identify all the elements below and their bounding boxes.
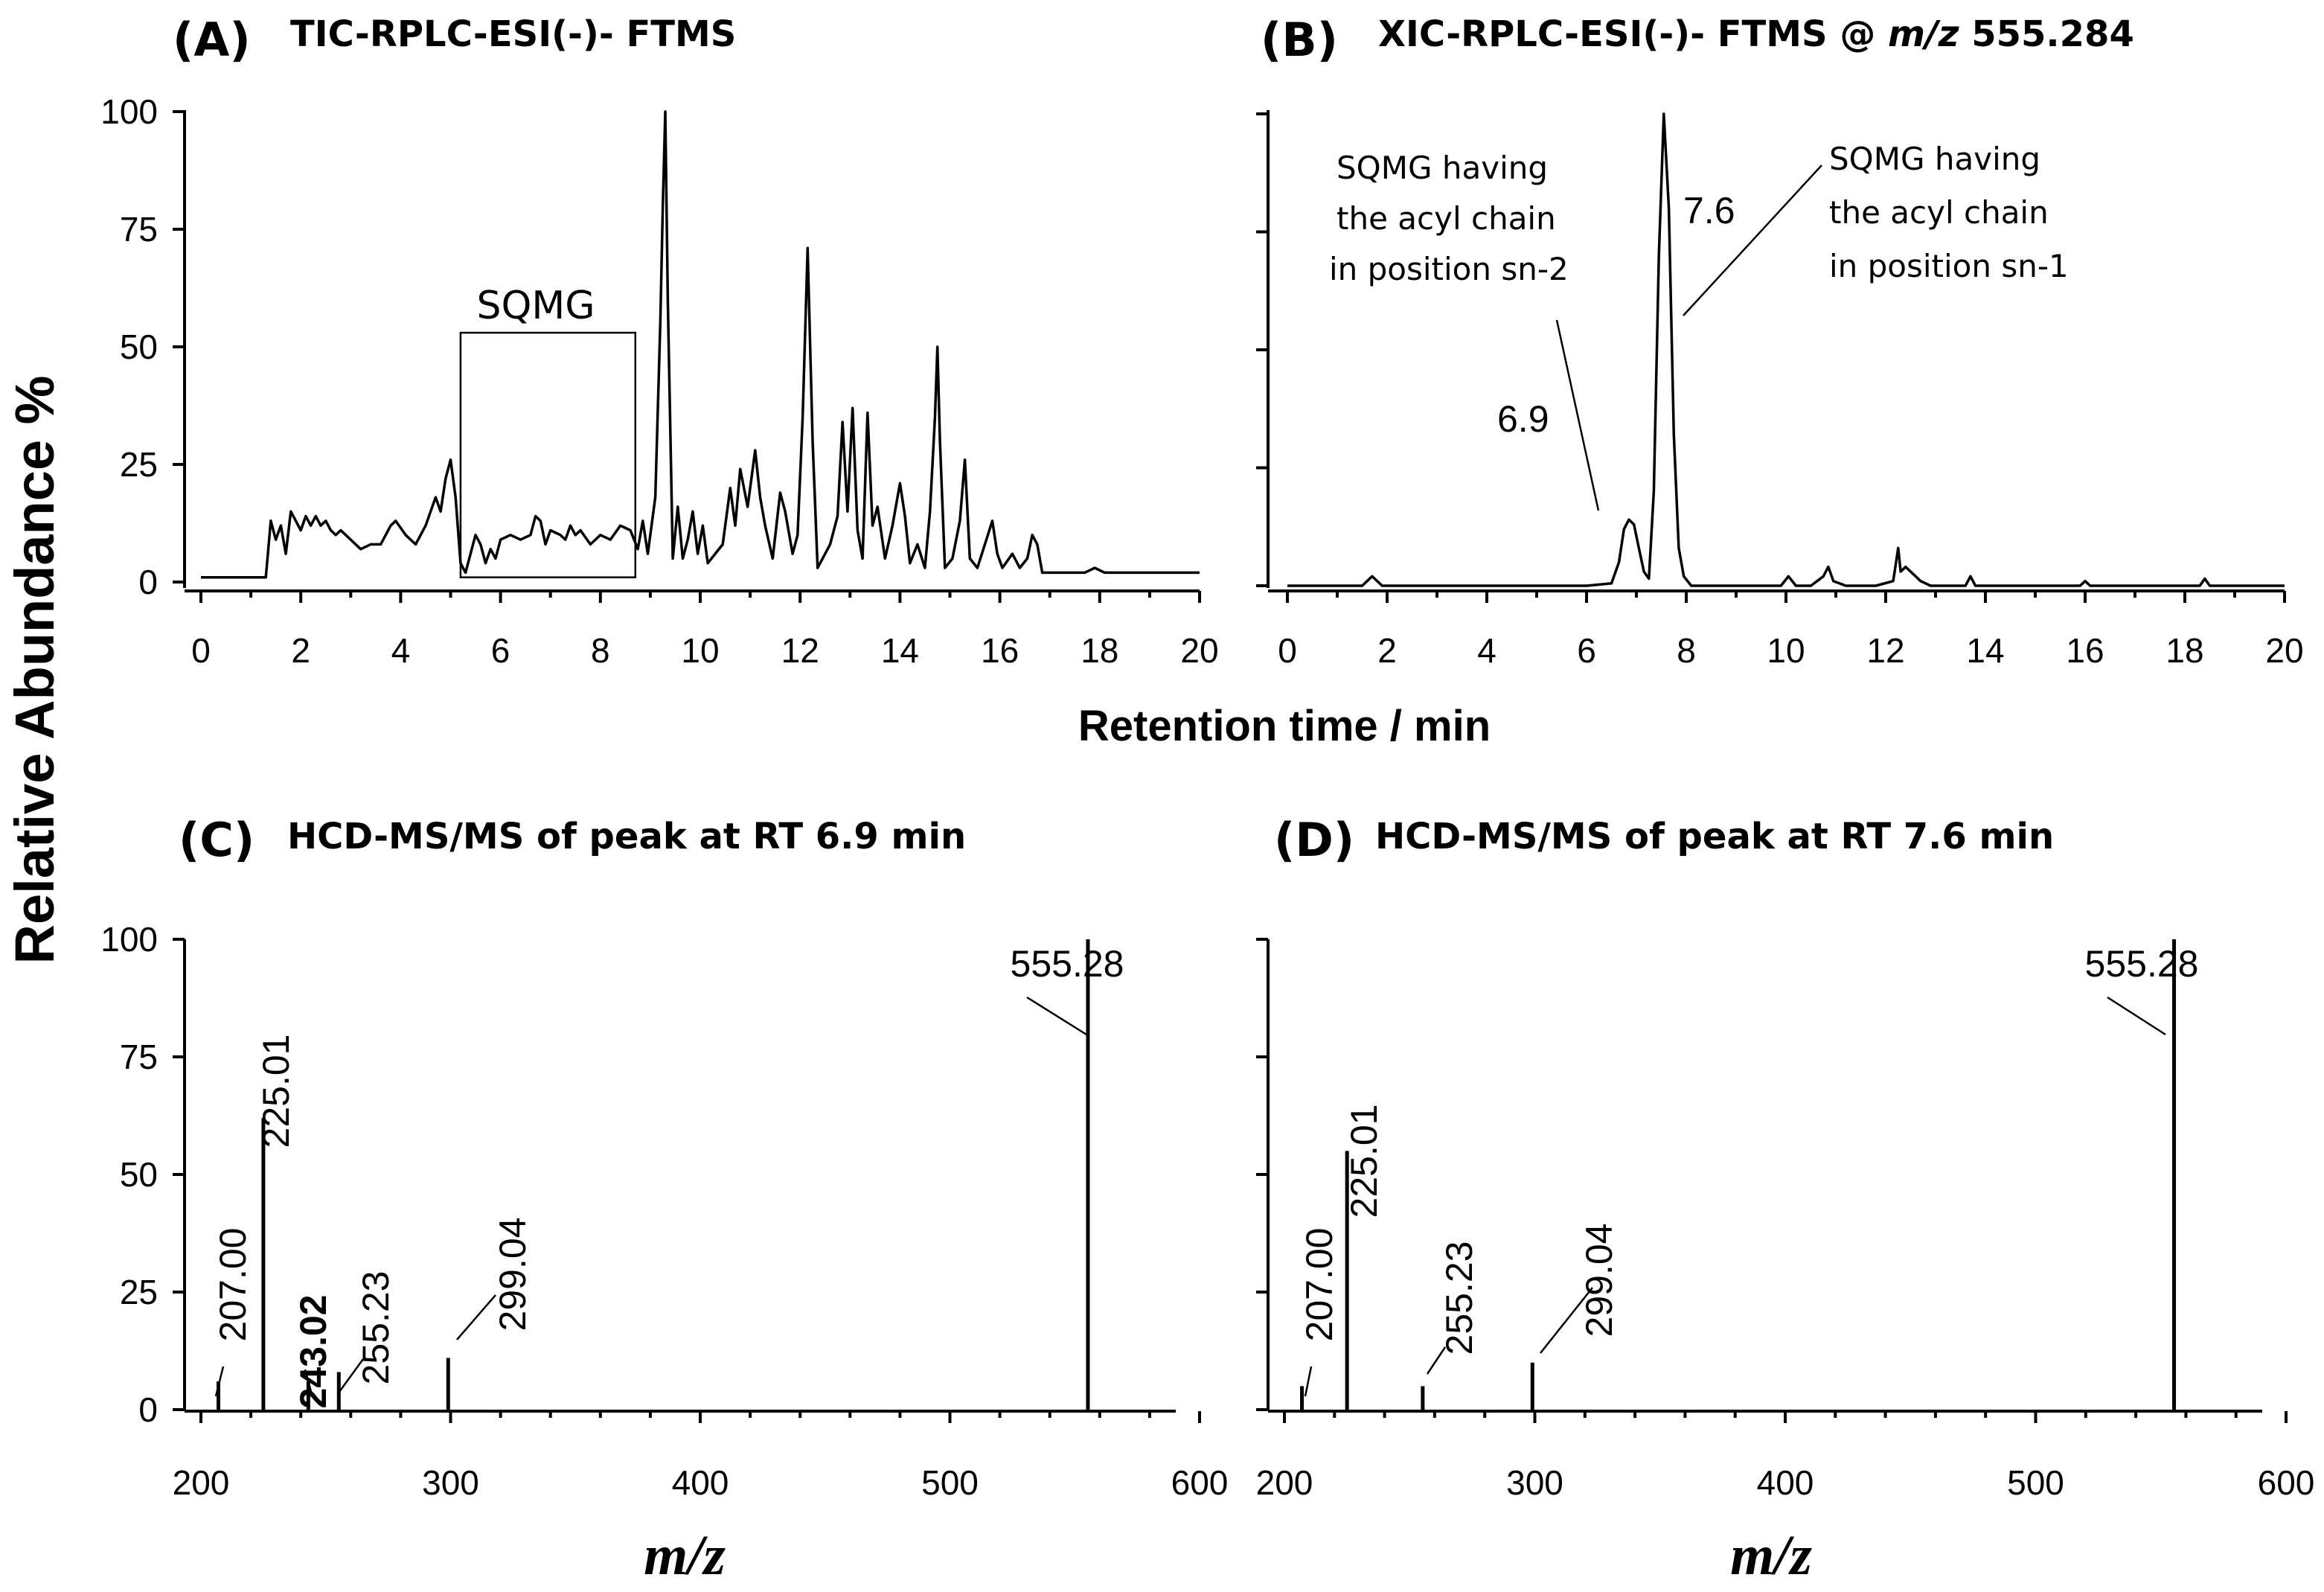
peak-label-255-23: 255.23 [355, 1271, 397, 1385]
panel-a-y-tick-label: 0 [138, 563, 158, 601]
panel-b-letter: (B) [1261, 13, 1338, 67]
panel-a-x-tick-label: 6 [491, 631, 510, 670]
x-axis-label-mz-left: m/z [644, 1524, 726, 1587]
panel-a-x-tick-label: 8 [591, 631, 610, 670]
panel-b: (B) XIC-RPLC-ESI(-)- FTMS @ m/z 555.284 … [1256, 13, 2304, 670]
panel-d-x-tick-label: 200 [1256, 1463, 1313, 1502]
peak-label-207-00: 207.00 [212, 1228, 254, 1342]
peak-label-555-28: 555.28 [2085, 943, 2199, 985]
panel-d-x-tick-label: 500 [2007, 1463, 2064, 1502]
annotation-sn2-line1: SQMG having [1337, 150, 1548, 186]
x-axis-label-retention: Retention time / min [1078, 702, 1491, 750]
panel-c: (C) HCD-MS/MS of peak at RT 6.9 min 0255… [100, 813, 1228, 1502]
panel-a-x-tick-label: 4 [391, 631, 411, 670]
y-axis-label: Relative Abundance % [4, 376, 65, 965]
annotation-sn2-line3: in position sn-2 [1329, 251, 1569, 287]
panel-a-x-tick-label: 0 [191, 631, 211, 670]
panel-b-x-tick-label: 14 [1966, 631, 2004, 670]
panel-b-title-text: XIC-RPLC-ESI(-)- FTMS @ [1378, 13, 1888, 55]
panel-d-x-tick-label: 400 [1757, 1463, 1814, 1502]
annotation-sn1-line2: the acyl chain [1829, 194, 2049, 231]
panel-b-x-tick-label: 8 [1677, 631, 1696, 670]
annotation-sn2-line2: the acyl chain [1337, 200, 1556, 237]
panel-b-title-value: 555.284 [1959, 13, 2134, 55]
peak-label-207-00: 207.00 [1299, 1228, 1340, 1342]
panel-a-x-tick-label: 2 [291, 631, 310, 670]
leader-line-207-00 [1304, 1366, 1313, 1397]
panel-c-y-tick-label: 75 [120, 1038, 158, 1076]
panel-b-x-tick-label: 18 [2165, 631, 2203, 670]
panel-c-x-tick-label: 200 [173, 1463, 230, 1502]
peak-label-299-04: 299.04 [1578, 1224, 1620, 1337]
annotation-sn1-line3: in position sn-1 [1829, 248, 2069, 284]
panel-b-title-mz: m/z [1888, 13, 1960, 55]
panel-c-x-tick-label: 300 [422, 1463, 479, 1502]
panel-c-x-tick-label: 400 [672, 1463, 729, 1502]
panel-b-x-tick-label: 16 [2066, 631, 2104, 670]
panel-d-x-tick-label: 300 [1506, 1463, 1563, 1502]
peak-label-225-01: 225.01 [1343, 1105, 1385, 1218]
panel-a-y-tick-label: 25 [120, 445, 158, 484]
panel-a-x-tick-label: 20 [1180, 631, 1218, 670]
panel-b-x-tick-label: 6 [1577, 631, 1596, 670]
panel-d-letter: (D) [1274, 813, 1354, 867]
peak-label-299-04: 299.04 [492, 1218, 534, 1332]
panel-a-x-tick-label: 10 [681, 631, 719, 670]
leader-line-207-00 [214, 1366, 225, 1397]
leader-line-299-04 [1540, 1287, 1593, 1354]
leader-line-255-23 [338, 1358, 365, 1393]
annotation-sn2: SQMG having the acyl chain in position s… [1329, 150, 1600, 511]
panel-d-x-tick-label: 600 [2258, 1463, 2315, 1502]
panel-a-trace [201, 110, 1200, 579]
annotation-sn1: SQMG having the acyl chain in position s… [1683, 141, 2069, 316]
peak-label-225-01: 225.01 [255, 1035, 297, 1148]
panel-c-letter: (C) [179, 813, 255, 867]
leader-line-555-28 [1026, 996, 1087, 1036]
panel-a: (A) TIC-RPLC-ESI(-)- FTMS SQMG 0 25 50 75 10… [100, 13, 1218, 670]
leader-line-555-28 [2107, 996, 2166, 1036]
leader-line-sn2 [1555, 319, 1600, 511]
peak-label-6-9: 6.9 [1497, 398, 1549, 440]
leader-line-sn1 [1683, 164, 1822, 316]
panel-a-x-tick-label: 14 [881, 631, 919, 670]
panel-b-title: XIC-RPLC-ESI(-)- FTMS @ m/z 555.284 [1378, 13, 2134, 55]
panel-b-x-tick-label: 10 [1767, 631, 1805, 670]
panel-b-x-tick-label: 4 [1477, 631, 1496, 670]
panel-a-y-tick-label: 50 [120, 327, 158, 366]
sqmg-box [459, 331, 637, 578]
x-axis-label-mz-right: m/z [1730, 1524, 1812, 1587]
panel-a-y-tick-label: 75 [120, 210, 158, 249]
panel-b-x-tick-label: 2 [1377, 631, 1397, 670]
peak-label-255-23: 255.23 [1438, 1241, 1480, 1355]
leader-line-299-04 [456, 1294, 496, 1340]
panel-d-title: HCD-MS/MS of peak at RT 7.6 min [1375, 816, 2054, 857]
annotation-sn1-line1: SQMG having [1829, 141, 2040, 177]
panel-d: (D) HCD-MS/MS of peak at RT 7.6 min 200 3… [1256, 813, 2315, 1502]
peak-label-555-28: 555.28 [1011, 943, 1124, 985]
panel-c-x-tick-label: 600 [1171, 1463, 1229, 1502]
panel-b-x-tick-label: 12 [1866, 631, 1904, 670]
panel-c-x-tick-label: 500 [921, 1463, 979, 1502]
panel-b-trace [1287, 112, 2285, 587]
panel-a-letter: (A) [173, 13, 251, 67]
panel-b-x-tick-label: 20 [2265, 631, 2303, 670]
leader-line-243-02 [304, 1369, 313, 1393]
peak-label-7-6: 7.6 [1683, 190, 1735, 231]
peak-label-243-02: 243.02 [292, 1295, 334, 1409]
sqmg-box-label: SQMG [476, 284, 595, 328]
panel-c-y-tick-label: 100 [100, 920, 158, 959]
panel-a-x-tick-label: 12 [781, 631, 819, 670]
leader-line-255-23 [1426, 1346, 1447, 1375]
panel-b-x-tick-label: 0 [1278, 631, 1297, 670]
panel-a-y-tick-label: 100 [100, 92, 158, 131]
panel-c-title: HCD-MS/MS of peak at RT 6.9 min [287, 816, 966, 857]
panel-a-x-tick-label: 16 [981, 631, 1019, 670]
panel-a-x-tick-label: 18 [1081, 631, 1118, 670]
panel-c-y-tick-label: 50 [120, 1155, 158, 1194]
panel-c-y-tick-label: 0 [138, 1390, 158, 1429]
panel-a-title: TIC-RPLC-ESI(-)- FTMS [290, 13, 736, 55]
panel-c-y-tick-label: 25 [120, 1273, 158, 1311]
